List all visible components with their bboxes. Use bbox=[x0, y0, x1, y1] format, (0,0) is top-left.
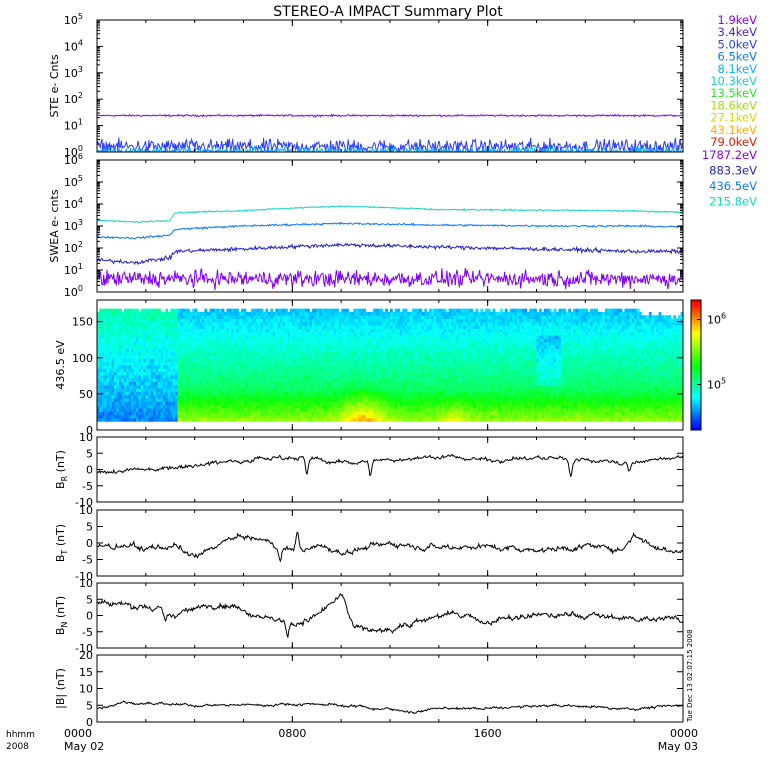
ste-legend-10: 79.0keV bbox=[710, 135, 757, 149]
btot-ytick-0: 0 bbox=[86, 716, 93, 729]
swea-ylabel: SWEA e- cnts bbox=[48, 189, 61, 262]
btot-ytick-1: 5 bbox=[86, 699, 93, 712]
colorbar-tick-1: 106 bbox=[707, 312, 726, 327]
btot-ylabel: |B| (nT) bbox=[54, 668, 67, 709]
swea-legend-0: 1787.2eV bbox=[702, 148, 757, 162]
ste-legend-5: 10.3keV bbox=[710, 74, 757, 88]
bn-ytick-2: 0 bbox=[86, 610, 93, 623]
swea-frame bbox=[96, 159, 684, 293]
br-series bbox=[97, 453, 683, 477]
swea-ytick-4: 104 bbox=[64, 196, 83, 211]
btot-ytick-2: 10 bbox=[79, 683, 93, 696]
swea-ytick-2: 102 bbox=[64, 240, 83, 255]
x-tick-label-2: 1600 bbox=[474, 727, 502, 740]
bn-series-0 bbox=[97, 593, 683, 638]
x-date-label-3: May 03 bbox=[658, 740, 698, 753]
swea-series-1 bbox=[97, 221, 683, 240]
spectrogram bbox=[97, 308, 683, 422]
bt-ytick-2: 0 bbox=[86, 537, 93, 550]
btot-frame bbox=[96, 654, 684, 723]
ste-ylabel: STE e- Cnts bbox=[48, 54, 61, 117]
ste-legend-0: 1.9keV bbox=[718, 13, 758, 27]
btot-series bbox=[97, 700, 683, 715]
br-frame bbox=[96, 436, 684, 503]
ste-legend-4: 8.1keV bbox=[718, 62, 758, 76]
swea-series-3 bbox=[97, 267, 683, 291]
bn-ytick-4: 10 bbox=[79, 577, 93, 590]
swea-legend-2: 436.5eV bbox=[709, 179, 757, 193]
ste-ytick-5: 105 bbox=[64, 12, 83, 27]
ste-ytick-2: 102 bbox=[64, 91, 83, 106]
bn-series bbox=[97, 593, 683, 638]
x-left-label-1: hhmm bbox=[6, 730, 35, 740]
swea-ytick-3: 103 bbox=[64, 218, 83, 233]
br-ytick-3: 5 bbox=[86, 447, 93, 460]
ste-legend-9: 43.1keV bbox=[710, 123, 757, 137]
bt-series-0 bbox=[97, 531, 683, 563]
br-ytick-1: -5 bbox=[82, 480, 93, 493]
swea-series bbox=[97, 204, 683, 291]
bn-ytick-0: -10 bbox=[75, 642, 93, 655]
ste-ytick-3: 103 bbox=[64, 65, 83, 80]
br-ytick-4: 10 bbox=[79, 431, 93, 444]
ste-legend-7: 18.6keV bbox=[710, 98, 757, 112]
swea-series-0 bbox=[97, 204, 683, 224]
bn-ylabel: BN (nT) bbox=[54, 596, 69, 635]
x-tick-label-0: 0000 bbox=[64, 727, 92, 740]
bn-ytick-1: -5 bbox=[82, 626, 93, 639]
spec-ytick-3: 150 bbox=[72, 316, 93, 329]
timestamp: Tue Dec 13 02:07:15 2008 bbox=[686, 629, 694, 723]
x-left-label-2: 2008 bbox=[6, 742, 29, 752]
ste-series-1 bbox=[97, 137, 683, 152]
btot-ytick-4: 20 bbox=[79, 649, 93, 662]
swea-legend-3: 215.8eV bbox=[709, 195, 757, 209]
ste-legend-6: 13.5keV bbox=[710, 86, 757, 100]
ste-series-0 bbox=[97, 113, 683, 118]
swea-ytick-6: 106 bbox=[64, 152, 83, 167]
bt-ytick-3: 5 bbox=[86, 521, 93, 534]
br-ytick-0: -10 bbox=[75, 496, 93, 509]
br-ylabel: BR (nT) bbox=[54, 450, 69, 489]
ste-ytick-1: 101 bbox=[64, 118, 83, 133]
bt-ytick-4: 10 bbox=[79, 504, 93, 517]
bt-ytick-0: -10 bbox=[75, 570, 93, 583]
spec-ylabel: 436.5 eV bbox=[54, 340, 67, 390]
ste-legend-3: 6.5keV bbox=[718, 50, 758, 64]
ste-legend-2: 5.0keV bbox=[718, 37, 758, 51]
bn-ytick-3: 5 bbox=[86, 593, 93, 606]
bn-frame bbox=[96, 582, 684, 649]
swea-ytick-5: 105 bbox=[64, 174, 83, 189]
spec-ytick-0: 0 bbox=[86, 424, 93, 437]
x-tick-label-1: 0800 bbox=[278, 727, 306, 740]
colorbar-tick-0: 105 bbox=[707, 377, 726, 392]
spec-ytick-2: 100 bbox=[72, 352, 93, 365]
colorbar: 105 106 bbox=[690, 299, 726, 431]
x-tick-label-3: 0000 bbox=[670, 727, 698, 740]
ste-frame bbox=[96, 19, 684, 153]
br-series-0 bbox=[97, 453, 683, 477]
bt-ylabel: BT (nT) bbox=[54, 524, 69, 562]
ste-legend-8: 27.1keV bbox=[710, 111, 757, 125]
spec-ytick-1: 50 bbox=[79, 388, 93, 401]
swea-ytick-0: 100 bbox=[64, 284, 83, 299]
ste-ytick-4: 104 bbox=[64, 38, 83, 53]
x-date-label-0: May 02 bbox=[64, 740, 104, 753]
btot-ytick-3: 15 bbox=[79, 666, 93, 679]
plot-title: STEREO-A IMPACT Summary Plot bbox=[273, 4, 503, 20]
btot-series-0 bbox=[97, 700, 683, 715]
swea-series-2 bbox=[97, 242, 683, 266]
bt-ytick-1: -5 bbox=[82, 554, 93, 567]
swea-legend-1: 883.3eV bbox=[709, 164, 757, 178]
ste-legend-1: 3.4keV bbox=[718, 25, 758, 39]
swea-ytick-1: 101 bbox=[64, 262, 83, 277]
bt-series bbox=[97, 531, 683, 563]
br-ytick-2: 0 bbox=[86, 464, 93, 477]
